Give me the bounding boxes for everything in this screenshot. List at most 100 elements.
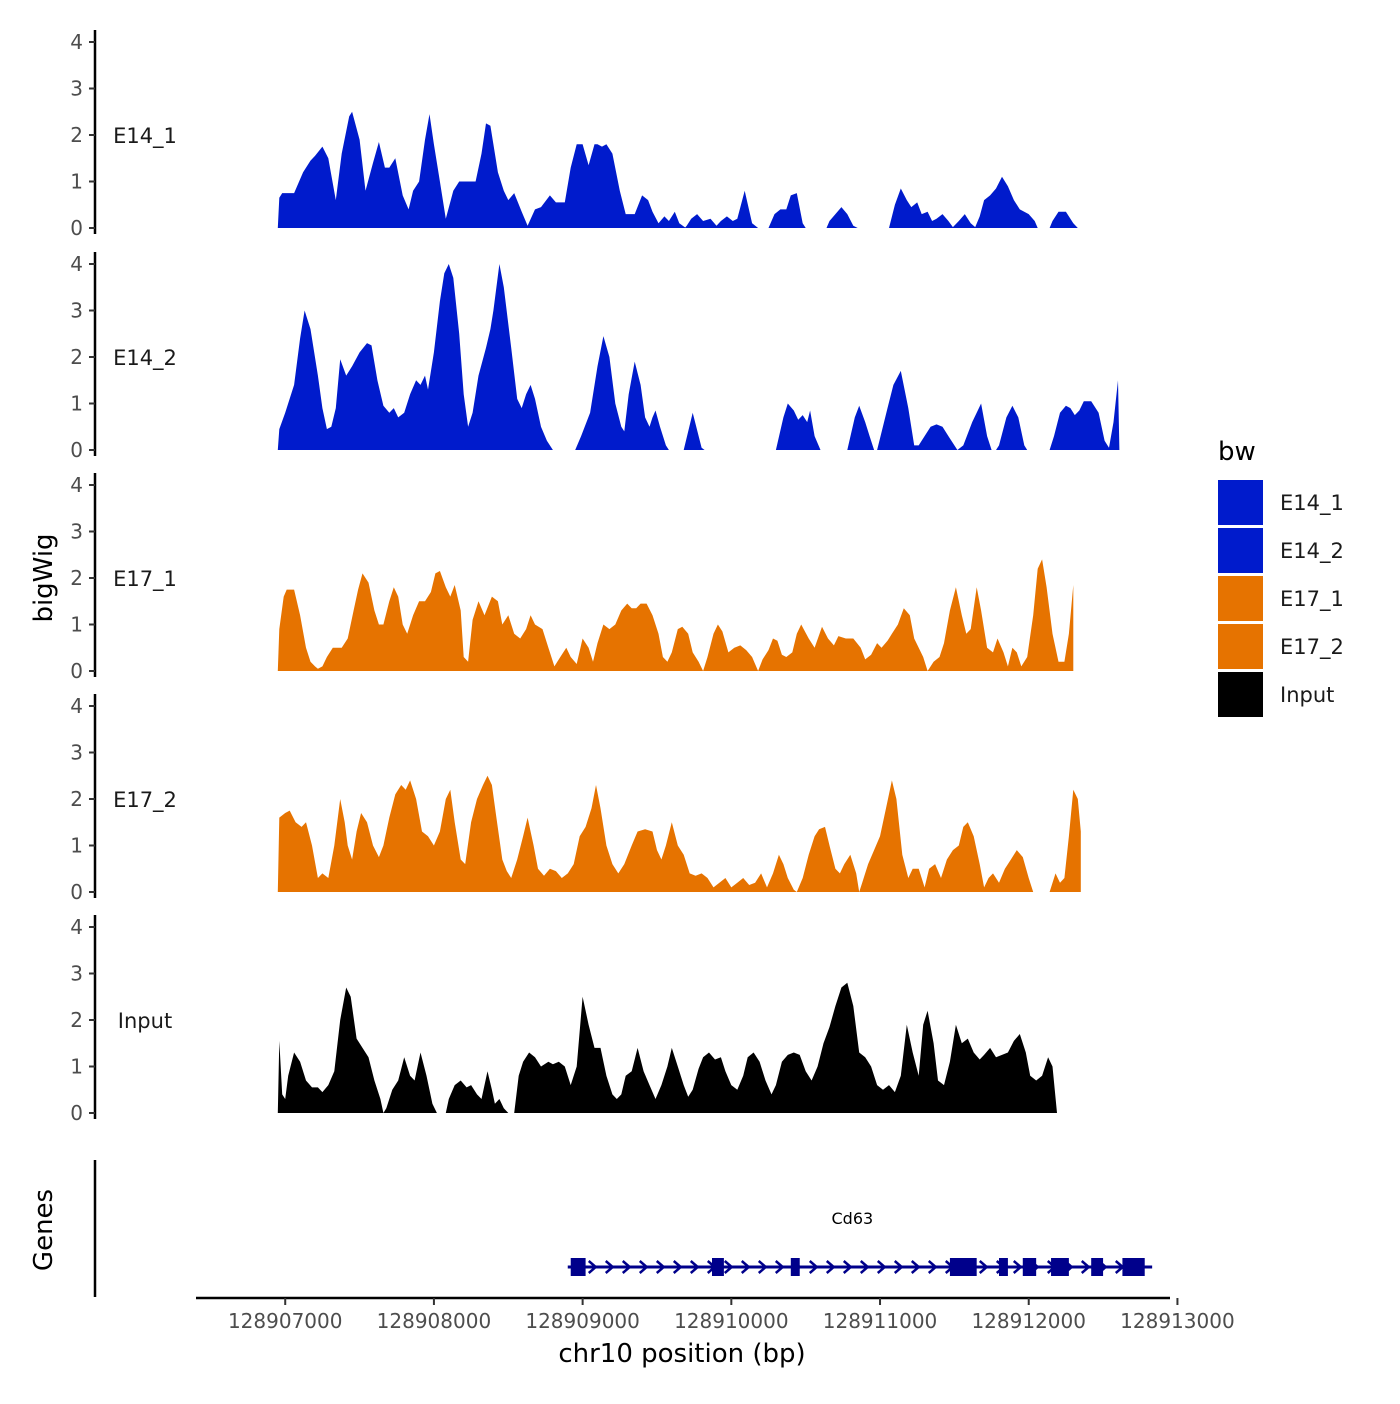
coverage-area-E14_1 bbox=[277, 111, 1078, 228]
y-tick-label: 3 bbox=[70, 520, 83, 544]
y-tick-label: 0 bbox=[70, 438, 83, 462]
legend-item-E14_1: E14_1 bbox=[1218, 480, 1344, 525]
x-tick-label: 128911000 bbox=[823, 1309, 938, 1333]
y-tick-label: 3 bbox=[70, 962, 83, 986]
track-E17_2: 0 1 2 3 4 E17_2 bbox=[70, 694, 1081, 904]
y-tick-label: 2 bbox=[70, 123, 83, 147]
y-tick-label: 3 bbox=[70, 77, 83, 101]
legend-swatch bbox=[1218, 528, 1263, 573]
y-tick-label: 2 bbox=[70, 1008, 83, 1032]
genes-axis-title: Genes bbox=[29, 1189, 59, 1271]
legend-label: E14_2 bbox=[1280, 539, 1344, 564]
coverage-area-E17_2 bbox=[277, 775, 1081, 892]
x-tick-label: 128908000 bbox=[377, 1309, 492, 1333]
x-tick-label: 128913000 bbox=[1120, 1309, 1235, 1333]
strand-arrow bbox=[1012, 1260, 1023, 1274]
y-tick-label: 2 bbox=[70, 787, 83, 811]
strand-arrow bbox=[621, 1260, 632, 1274]
legend-item-E17_2: E17_2 bbox=[1218, 624, 1344, 669]
x-axis-title: chr10 position (bp) bbox=[558, 1339, 805, 1369]
strand-arrow bbox=[723, 1260, 734, 1274]
legend-label: E14_1 bbox=[1280, 491, 1344, 516]
gene-Cd63: Cd63 bbox=[567, 1209, 1153, 1276]
strand-arrow bbox=[587, 1260, 598, 1274]
legend-swatch bbox=[1218, 576, 1263, 621]
gene-exon bbox=[1122, 1258, 1145, 1276]
y-tick-label: 3 bbox=[70, 741, 83, 765]
legend-swatch bbox=[1218, 672, 1263, 717]
strand-arrow bbox=[910, 1260, 921, 1274]
strand-arrow bbox=[978, 1260, 989, 1274]
legend-label: Input bbox=[1280, 683, 1334, 707]
strand-arrow bbox=[808, 1260, 819, 1274]
legend-swatch bbox=[1218, 480, 1263, 525]
gene-exon bbox=[1091, 1258, 1104, 1276]
strand-arrow bbox=[757, 1260, 768, 1274]
coverage-area-E17_1 bbox=[277, 559, 1074, 671]
legend-swatch bbox=[1218, 624, 1263, 669]
coverage-area-E14_2 bbox=[277, 264, 1120, 450]
legend-item-Input: Input bbox=[1218, 672, 1334, 717]
track-E17_1: 0 1 2 3 4 E17_1 bbox=[70, 473, 1074, 683]
gene-exon bbox=[998, 1258, 1008, 1276]
gene-exon bbox=[570, 1258, 586, 1276]
x-tick-label: 128907000 bbox=[228, 1309, 343, 1333]
legend: bw E14_1 E14_2 E17_1 E17_2 Input bbox=[1218, 437, 1344, 717]
strand-arrow bbox=[672, 1260, 683, 1274]
y-tick-label: 1 bbox=[70, 1055, 83, 1079]
coverage-area-Input bbox=[277, 982, 1057, 1113]
legend-label: E17_1 bbox=[1280, 587, 1344, 612]
track-E14_1: 0 1 2 3 4 E14_1 bbox=[70, 30, 1078, 240]
y-tick-label: 1 bbox=[70, 392, 83, 416]
y-tick-label: 0 bbox=[70, 1101, 83, 1125]
strand-arrow bbox=[859, 1260, 870, 1274]
y-tick-label: 1 bbox=[70, 834, 83, 858]
x-tick-label: 128910000 bbox=[674, 1309, 789, 1333]
strand-arrow bbox=[655, 1260, 666, 1274]
strand-arrow bbox=[638, 1260, 649, 1274]
gene-exon bbox=[790, 1258, 800, 1276]
y-tick-label: 2 bbox=[70, 345, 83, 369]
y-tick-label: 3 bbox=[70, 299, 83, 323]
y-tick-label: 4 bbox=[70, 694, 83, 718]
strand-arrow bbox=[1080, 1260, 1091, 1274]
track-label: E14_2 bbox=[113, 346, 177, 371]
track-E14_2: 0 1 2 3 4 E14_2 bbox=[70, 252, 1120, 462]
y-tick-label: 4 bbox=[70, 252, 83, 276]
strand-arrow bbox=[842, 1260, 853, 1274]
gene-exon bbox=[711, 1258, 724, 1276]
track-label: E14_1 bbox=[113, 124, 177, 149]
legend-title: bw bbox=[1218, 437, 1256, 467]
y-tick-label: 4 bbox=[70, 915, 83, 939]
y-tick-label: 2 bbox=[70, 566, 83, 590]
x-tick-label: 128909000 bbox=[525, 1309, 640, 1333]
strand-arrow bbox=[689, 1260, 700, 1274]
legend-item-E17_1: E17_1 bbox=[1218, 576, 1344, 621]
gene-track: Cd63 bbox=[93, 1160, 1153, 1297]
x-axis: 128907000 128908000 128909000 128910000 1289… bbox=[196, 1296, 1235, 1333]
strand-arrow bbox=[604, 1260, 615, 1274]
track-label: E17_1 bbox=[113, 567, 177, 592]
track-Input: 0 1 2 3 4 Input bbox=[70, 915, 1057, 1125]
track-label: E17_2 bbox=[113, 788, 177, 813]
strand-arrow bbox=[740, 1260, 751, 1274]
legend-items: E14_1 E14_2 E17_1 E17_2 Input bbox=[1218, 480, 1344, 717]
gene-exon bbox=[1051, 1258, 1069, 1276]
gene-name-label: Cd63 bbox=[832, 1209, 874, 1228]
strand-arrow bbox=[825, 1260, 836, 1274]
track-label: Input bbox=[118, 1009, 172, 1033]
y-tick-label: 0 bbox=[70, 880, 83, 904]
gene-exon bbox=[1022, 1258, 1037, 1276]
strand-arrow bbox=[876, 1260, 887, 1274]
gene-exon bbox=[949, 1258, 977, 1276]
y-tick-label: 4 bbox=[70, 30, 83, 54]
y-tick-label: 1 bbox=[70, 613, 83, 637]
legend-label: E17_2 bbox=[1280, 635, 1344, 660]
y-tick-label: 4 bbox=[70, 473, 83, 497]
strand-arrow bbox=[774, 1260, 785, 1274]
legend-item-E14_2: E14_2 bbox=[1218, 528, 1344, 573]
y-tick-label: 0 bbox=[70, 216, 83, 240]
y-tick-label: 0 bbox=[70, 659, 83, 683]
